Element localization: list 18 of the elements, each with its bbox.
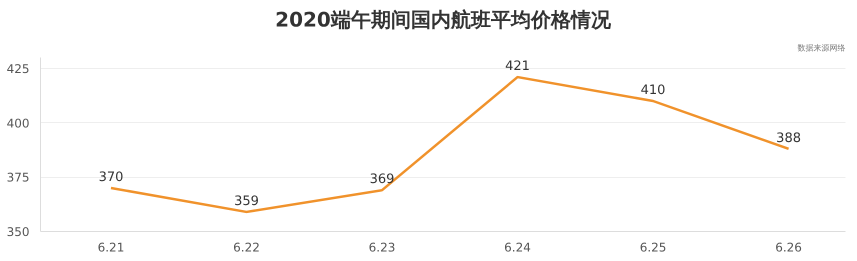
data-label: 410 (640, 83, 666, 98)
y-tick-label: 375 (6, 170, 30, 185)
data-label: 370 (98, 170, 124, 185)
data-label: 421 (505, 59, 530, 74)
x-tick-label: 6.21 (98, 240, 124, 254)
y-tick-label: 425 (6, 62, 30, 76)
chart-title: 2020端午期间国内航班平均价格情况 (275, 8, 612, 32)
x-tick-label: 6.25 (640, 240, 666, 254)
x-tick-label: 6.26 (775, 240, 802, 254)
y-tick-label: 400 (6, 116, 30, 130)
x-tick-label: 6.23 (368, 240, 396, 254)
data-label: 388 (776, 130, 801, 146)
x-tick-label: 6.22 (233, 240, 260, 254)
data-label: 369 (370, 172, 394, 188)
x-tick-label: 6.24 (504, 240, 531, 254)
y-tick-label: 350 (6, 225, 30, 239)
text: 数据来源网络 (798, 44, 846, 52)
data-label: 359 (234, 194, 259, 209)
